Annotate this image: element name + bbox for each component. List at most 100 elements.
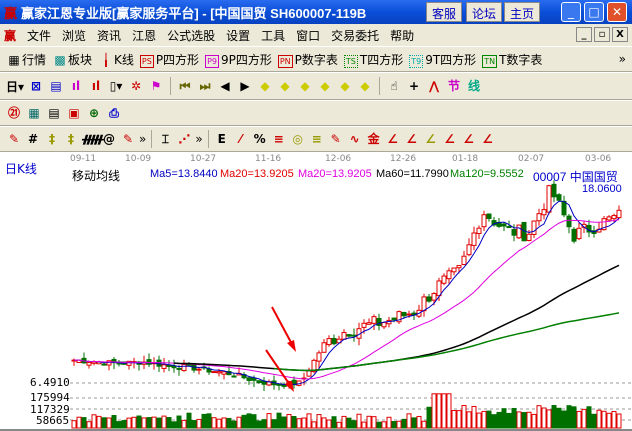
overflow-icon[interactable]: » <box>195 132 203 146</box>
arrow-head <box>285 381 294 392</box>
volume-bar <box>81 417 87 429</box>
last-icon[interactable]: ⏭ <box>199 79 211 93</box>
pen-scale-icon[interactable]: ✎ <box>122 132 134 146</box>
gold-circle-icon[interactable]: ◎ <box>292 132 303 146</box>
9p-square-button[interactable]: P9 9P四方形 <box>205 52 272 68</box>
9t-square-button[interactable]: T9 9T四方形 <box>409 52 477 68</box>
hand-icon[interactable]: ☝ <box>390 79 398 93</box>
cycle-icon[interactable]: 线 <box>468 79 481 93</box>
overflow-icon[interactable]: » <box>139 132 147 146</box>
menu-tools[interactable]: 工具 <box>261 28 286 43</box>
percent-icon[interactable]: % <box>253 132 266 146</box>
menu-file[interactable]: 文件 <box>27 28 52 43</box>
volume-bar <box>346 417 352 429</box>
candle-body <box>476 227 482 234</box>
menu-news[interactable]: 资讯 <box>97 28 122 43</box>
pen-icon[interactable]: ✎ <box>8 132 20 146</box>
next-icon[interactable]: ▶ <box>240 79 250 93</box>
volume-bar <box>236 416 242 429</box>
angle-f-icon[interactable]: ∠ <box>406 132 418 146</box>
forum-button[interactable]: 论坛 <box>466 2 503 22</box>
t-number-table-button[interactable]: TN T数字表 <box>482 52 543 68</box>
bars-9-icon[interactable]: ıl <box>91 79 101 93</box>
candle-body <box>466 244 472 256</box>
percent-level-icon[interactable]: ≡ <box>273 132 284 146</box>
volume-bar <box>521 412 527 429</box>
time-line-icon[interactable]: ᚏ <box>82 132 104 146</box>
fan-icon[interactable]: ⋰ <box>178 132 191 146</box>
flag-icon[interactable]: ⚑ <box>150 79 162 93</box>
save-icon[interactable]: ▣ <box>68 106 80 120</box>
menu-browse[interactable]: 浏览 <box>62 28 87 43</box>
calculator-icon[interactable]: ▦ <box>28 106 40 120</box>
service-button[interactable]: 客服 <box>426 2 463 22</box>
spiral-icon[interactable]: @ <box>103 132 115 146</box>
app-menu-icon[interactable]: 赢 <box>4 28 17 43</box>
print-icon[interactable]: ⎙ <box>109 106 119 120</box>
angle-win-icon[interactable]: ∠ <box>463 132 475 146</box>
homepage-button[interactable]: 主页 <box>504 2 541 22</box>
p-square-button[interactable]: PS P四方形 <box>139 52 200 68</box>
angle-j-icon[interactable]: ∠ <box>387 132 399 146</box>
menu-window[interactable]: 窗口 <box>296 28 321 43</box>
sector-button[interactable]: ▩ 板块 <box>52 51 92 68</box>
angle-god-icon[interactable]: ∠ <box>444 132 456 146</box>
expand-icon[interactable]: ◆ <box>340 79 350 93</box>
period-dropdown[interactable]: 日▾ <box>6 79 25 94</box>
volume-bar <box>216 418 222 429</box>
overlay-icon[interactable]: ⊠ <box>31 79 42 93</box>
wave-icon[interactable]: ∿ <box>349 132 360 146</box>
angle-four-icon[interactable]: ∠ <box>482 132 494 146</box>
ruler-icon[interactable]: Ε <box>217 132 226 146</box>
volume-bar <box>431 393 437 429</box>
gold-level-icon[interactable]: ≡ <box>311 132 322 146</box>
line-tool-icon[interactable]: ⋀ <box>428 79 440 93</box>
bars-3-icon[interactable]: ıl <box>71 79 81 93</box>
percent-line-icon[interactable]: ⁄ <box>239 132 242 146</box>
mdi-minimize-button[interactable]: _ <box>576 27 592 42</box>
gold-fan-icon[interactable]: 金 <box>367 132 380 146</box>
maximize-button[interactable]: □ <box>584 2 604 22</box>
scroll-right-icon[interactable]: ◆ <box>280 79 290 93</box>
zoom-in-icon[interactable]: ◆ <box>320 79 330 93</box>
kline-canvas[interactable] <box>0 152 632 431</box>
section-icon[interactable]: 节 <box>448 79 461 93</box>
menu-gann[interactable]: 江恩 <box>132 28 157 43</box>
crosshair-icon[interactable]: + <box>409 79 420 93</box>
t-square-button[interactable]: TS T四方形 <box>343 52 404 68</box>
window-title: 赢家江恩专业版[赢家服务平台] - [中国国贸 SH600007-119B <box>21 5 367 21</box>
p-number-table-button[interactable]: PN P数字表 <box>277 52 338 68</box>
report-icon[interactable]: ▤ <box>48 106 60 120</box>
kline-chart[interactable]: 09-11 10-09 10-27 11-16 12-06 12-26 01-18 02-07… <box>0 152 632 431</box>
angle-gold-icon[interactable]: ∠ <box>425 132 437 146</box>
pattern-icon[interactable]: ✲ <box>131 79 142 93</box>
separator <box>170 77 172 95</box>
candle-body <box>576 227 582 240</box>
mdi-restore-button[interactable]: ▫ <box>594 27 610 42</box>
grid-icon[interactable]: # <box>27 132 39 146</box>
scroll-left-icon[interactable]: ◆ <box>260 79 270 93</box>
prev-icon[interactable]: ◀ <box>220 79 230 93</box>
menu-formula[interactable]: 公式选股 <box>167 28 216 43</box>
candle-type-dropdown[interactable]: ▯▾ <box>109 79 123 93</box>
kline-button[interactable]: ╽ K线 <box>98 51 134 68</box>
close-button[interactable]: ✕ <box>607 2 627 22</box>
toolbar-overflow-icon[interactable]: » <box>618 52 626 66</box>
quote-button[interactable]: ▦ 行情 <box>6 51 46 68</box>
network-icon[interactable]: ⊕ <box>88 106 100 120</box>
first-icon[interactable]: ⏮ <box>179 79 191 93</box>
menu-trade[interactable]: 交易委托 <box>331 28 380 43</box>
gold-line-icon[interactable]: ‡ <box>49 132 55 146</box>
mdi-close-button[interactable]: X <box>612 27 628 42</box>
menu-help[interactable]: 帮助 <box>390 28 415 43</box>
shrink-icon[interactable]: ◆ <box>360 79 370 93</box>
box-icon[interactable]: ⌶ <box>161 132 169 146</box>
zoom-out-icon[interactable]: ◆ <box>300 79 310 93</box>
pen-level-icon[interactable]: ✎ <box>330 132 341 146</box>
indicator-name: 移动均线 <box>72 169 121 183</box>
menu-settings[interactable]: 设置 <box>226 28 251 43</box>
gold-line2-icon[interactable]: ‡ <box>68 132 74 146</box>
notes-icon[interactable]: ▤ <box>50 79 62 93</box>
calendar-icon[interactable]: ㉑ <box>7 106 20 120</box>
minimize-button[interactable]: _ <box>561 2 581 22</box>
